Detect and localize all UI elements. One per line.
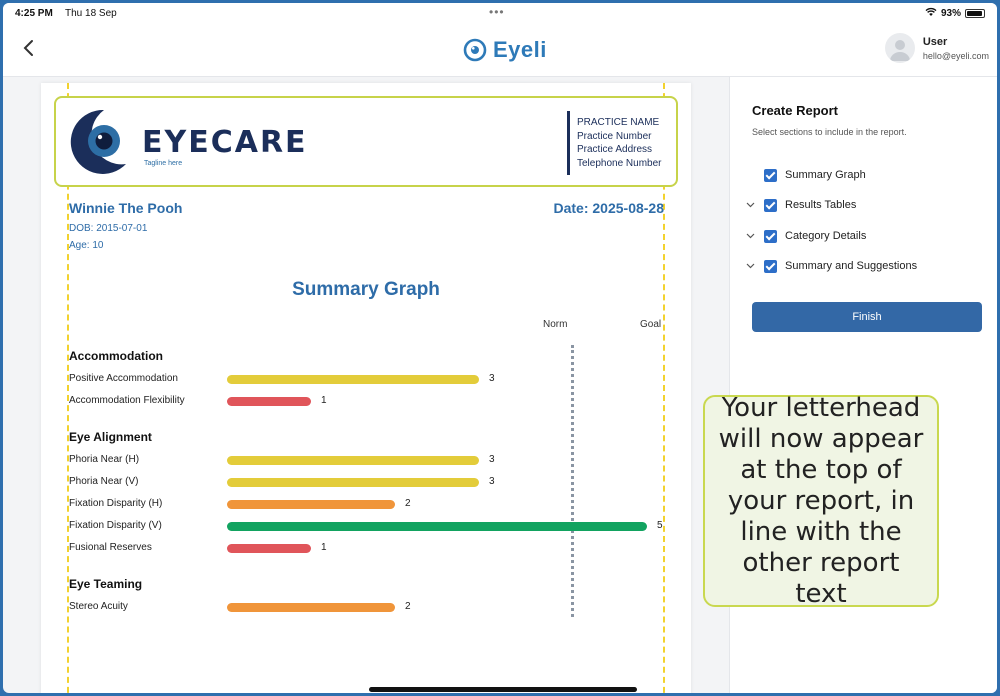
margin-guide-right <box>663 83 665 693</box>
bar-positive-accommodation <box>227 375 479 384</box>
option-summary-suggestions[interactable]: Summary and Suggestions <box>744 258 917 274</box>
app-name: Eyeli <box>493 37 547 62</box>
bar-fixation-disparity-v <box>227 522 647 531</box>
value-positive-accommodation: 3 <box>489 373 495 384</box>
eyecare-logo-icon <box>70 109 126 174</box>
multitasking-dots-icon[interactable]: ••• <box>489 5 505 19</box>
user-info: User hello@eyeli.com <box>923 36 989 61</box>
battery-icon <box>965 9 985 18</box>
chevron-down-icon[interactable] <box>744 200 756 210</box>
finish-button[interactable]: Finish <box>752 302 982 332</box>
norm-label: Norm <box>543 319 568 330</box>
letterhead-tooltip: Your letterhead will now appear at the t… <box>703 392 939 609</box>
value-fixation-disparity-v: 5 <box>657 520 663 531</box>
chevron-left-icon <box>23 40 33 56</box>
option-label: Summary Graph <box>785 169 866 181</box>
bar-accommodation-flexibility <box>227 397 311 406</box>
row-label-fusional-reserves: Fusional Reserves <box>69 542 152 553</box>
row-label-fixation-disparity-v: Fixation Disparity (V) <box>69 520 162 531</box>
bar-phoria-near-v <box>227 478 479 487</box>
letterhead: EYECARE Tagline here PRACTICE NAME Pract… <box>54 96 678 187</box>
telephone-number: Telephone Number <box>577 157 662 169</box>
row-label-phoria-near-v: Phoria Near (V) <box>69 476 139 487</box>
checkbox-results-tables[interactable] <box>764 198 777 212</box>
section-heading-accommodation: Accommodation <box>69 349 164 363</box>
row-label-stereo-acuity: Stereo Acuity <box>69 601 128 612</box>
checkbox-summary-graph[interactable] <box>764 168 777 182</box>
chevron-down-icon[interactable] <box>744 261 756 271</box>
value-accommodation-flexibility: 1 <box>321 395 327 406</box>
wifi-icon <box>925 7 937 20</box>
user-email: hello@eyeli.com <box>922 50 989 61</box>
avatar <box>884 33 915 63</box>
practice-address: Practice Address <box>577 144 653 155</box>
bar-stereo-acuity <box>227 603 395 612</box>
back-button[interactable] <box>21 39 43 61</box>
panel-subtitle: Select sections to include in the report… <box>752 127 907 137</box>
section-heading-eye-teaming: Eye Teaming <box>69 577 143 591</box>
chevron-down-icon[interactable] <box>744 231 756 241</box>
letterhead-tagline: Tagline here <box>144 160 183 167</box>
app-logo: Eyeli <box>463 37 547 63</box>
status-bar: 4:25 PM Thu 18 Sep ••• 93% <box>3 3 997 25</box>
status-date: Thu 18 Sep <box>65 8 117 19</box>
status-right: 93% <box>925 7 985 20</box>
user-menu[interactable]: User hello@eyeli.com <box>884 33 989 63</box>
battery-level <box>967 11 982 16</box>
patient-dob: DOB: 2015-07-01 <box>69 223 148 234</box>
option-category-details[interactable]: Category Details <box>744 228 866 244</box>
norm-line <box>571 345 574 617</box>
chart-title: Summary Graph <box>292 279 440 300</box>
practice-name: PRACTICE NAME <box>577 117 660 128</box>
eye-logo-icon <box>463 38 487 62</box>
patient-name: Winnie The Pooh <box>69 200 183 216</box>
app-header: Eyeli User hello@eyeli.com <box>3 25 997 77</box>
row-label-accommodation-flexibility: Accommodation Flexibility <box>69 395 185 406</box>
option-label: Category Details <box>785 230 867 242</box>
checkbox-summary-suggestions[interactable] <box>764 259 777 273</box>
value-fixation-disparity-h: 2 <box>405 498 411 509</box>
row-label-fixation-disparity-h: Fixation Disparity (H) <box>69 498 163 509</box>
bar-fixation-disparity-h <box>227 500 395 509</box>
letterhead-details: PRACTICE NAME Practice Number Practice A… <box>577 116 662 170</box>
goal-label: Goal <box>640 319 662 330</box>
value-stereo-acuity: 2 <box>405 601 411 612</box>
row-label-positive-accommodation: Positive Accommodation <box>69 373 178 384</box>
margin-guide-left <box>67 83 69 693</box>
section-heading-eye-alignment: Eye Alignment <box>69 430 152 444</box>
tooltip-text: Your letterhead will now appear at the t… <box>718 392 924 609</box>
option-label: Results Tables <box>785 199 857 211</box>
home-indicator[interactable] <box>369 687 637 692</box>
report-date: Date: 2025-08-28 <box>553 200 664 216</box>
value-phoria-near-v: 3 <box>489 476 495 487</box>
panel-title: Create Report <box>752 103 838 118</box>
value-phoria-near-h: 3 <box>489 454 495 465</box>
checkbox-category-details[interactable] <box>764 229 777 243</box>
letterhead-brand: EYECARE <box>142 125 308 160</box>
practice-number: Practice Number <box>577 130 652 142</box>
status-time: 4:25 PM <box>15 8 53 19</box>
ipad-screen: 4:25 PM Thu 18 Sep ••• 93% Eyeli <box>3 3 997 693</box>
battery-percent: 93% <box>940 8 961 19</box>
bar-phoria-near-h <box>227 456 479 465</box>
user-avatar-icon <box>889 40 910 61</box>
option-label: Summary and Suggestions <box>785 260 918 272</box>
report-preview: EYECARE Tagline here PRACTICE NAME Pract… <box>41 83 691 693</box>
value-fusional-reserves: 1 <box>321 542 327 553</box>
option-results-tables[interactable]: Results Tables <box>744 197 856 213</box>
user-name: User <box>922 35 948 48</box>
bar-fusional-reserves <box>227 544 311 553</box>
option-summary-graph[interactable]: Summary Graph <box>744 167 866 183</box>
row-label-phoria-near-h: Phoria Near (H) <box>69 454 140 465</box>
patient-age: Age: 10 <box>69 240 104 251</box>
letterhead-divider <box>567 111 570 175</box>
